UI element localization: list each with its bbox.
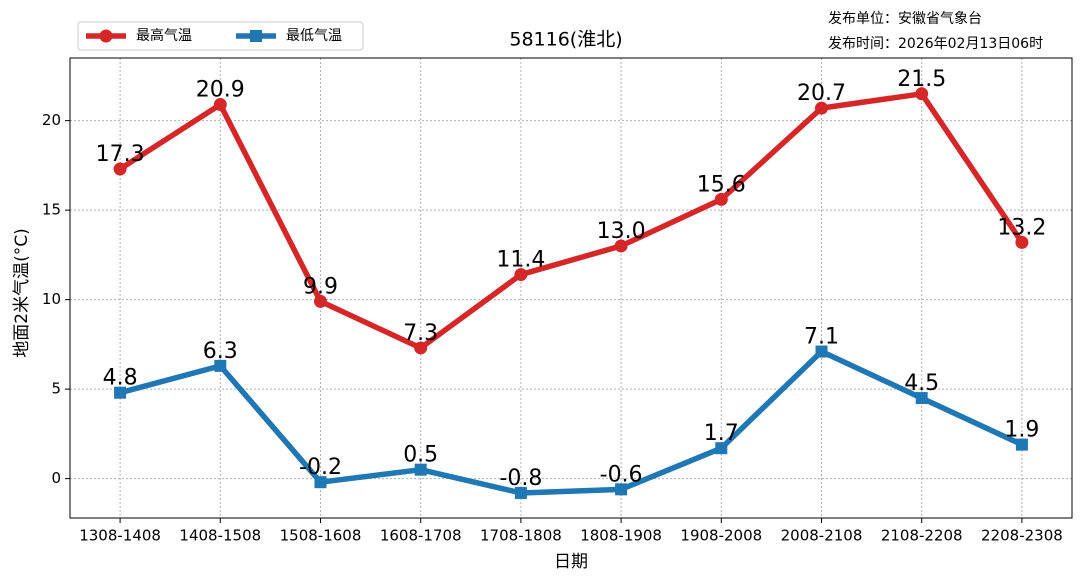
info-line: 发布单位：安徽省气象台 xyxy=(828,11,982,27)
info-line: 发布时间：2026年02月13日06时 xyxy=(828,36,1043,52)
x-tick-label: 1508-1608 xyxy=(280,527,362,545)
data-label: 13.0 xyxy=(597,219,646,244)
x-tick-label: 1908-2008 xyxy=(680,527,762,545)
data-label: -0.6 xyxy=(600,462,643,487)
legend-marker xyxy=(99,29,113,43)
x-tick-label: 2208-2308 xyxy=(981,527,1063,545)
data-point xyxy=(915,392,928,405)
data-point xyxy=(214,359,227,372)
data-label: 13.2 xyxy=(997,215,1046,240)
data-label: 7.1 xyxy=(804,325,839,350)
y-tick-label: 5 xyxy=(51,380,61,398)
data-label: 17.3 xyxy=(96,142,145,167)
data-label: 11.4 xyxy=(496,248,545,273)
data-label: -0.2 xyxy=(299,455,342,480)
chart-title: 58116(淮北) xyxy=(509,29,622,51)
data-point xyxy=(414,341,428,355)
data-point xyxy=(815,345,828,358)
data-point xyxy=(213,98,227,112)
legend-box xyxy=(77,21,364,51)
data-point xyxy=(514,486,527,499)
data-point xyxy=(915,87,929,101)
x-tick-label: 1308-1408 xyxy=(79,527,161,545)
series-line xyxy=(118,91,1025,351)
data-point xyxy=(1015,235,1029,249)
series-line xyxy=(119,348,1024,496)
data-label: 1.7 xyxy=(704,421,739,446)
data-label: 20.9 xyxy=(196,78,245,103)
data-label: 4.5 xyxy=(904,371,939,396)
x-axis-label: 日期 xyxy=(554,552,588,572)
data-label: 21.5 xyxy=(897,67,946,92)
data-label: -0.8 xyxy=(499,466,542,491)
x-tick-label: 2008-2108 xyxy=(781,527,863,545)
data-label: 20.7 xyxy=(797,81,846,106)
y-tick-label: 15 xyxy=(42,201,61,219)
data-point xyxy=(615,483,628,496)
y-tick-label: 0 xyxy=(51,469,61,487)
data-point xyxy=(614,239,628,253)
x-tick-label: 2108-2208 xyxy=(881,527,963,545)
data-label: 1.9 xyxy=(1004,418,1039,443)
data-point xyxy=(314,476,327,489)
data-point xyxy=(113,162,127,176)
y-tick-label: 10 xyxy=(42,290,61,308)
data-point xyxy=(715,442,728,455)
legend-marker xyxy=(250,30,262,42)
x-tick-label: 1608-1708 xyxy=(380,527,462,545)
y-axis-label: 地面2米气温(°C) xyxy=(12,228,32,357)
data-label: 9.9 xyxy=(303,274,338,299)
x-tick-label: 1708-1808 xyxy=(480,527,562,545)
data-label: 4.8 xyxy=(103,366,138,391)
data-point xyxy=(815,101,828,115)
data-point xyxy=(314,294,327,308)
x-tick-label: 1808-1908 xyxy=(580,527,662,545)
data-label: 0.5 xyxy=(403,443,438,468)
x-tick-label: 1408-1508 xyxy=(179,527,261,545)
data-label: 15.6 xyxy=(697,172,746,197)
data-label: 6.3 xyxy=(203,339,238,364)
data-point xyxy=(414,463,427,476)
data-label: 7.3 xyxy=(403,321,438,346)
data-point xyxy=(514,268,528,282)
data-point xyxy=(714,192,728,206)
data-point xyxy=(114,386,127,399)
legend-label: 最低气温 xyxy=(286,28,342,44)
data-point xyxy=(1015,438,1028,451)
y-tick-label: 20 xyxy=(42,111,61,129)
plot-frame xyxy=(69,57,1073,519)
legend-label: 最高气温 xyxy=(136,27,192,44)
